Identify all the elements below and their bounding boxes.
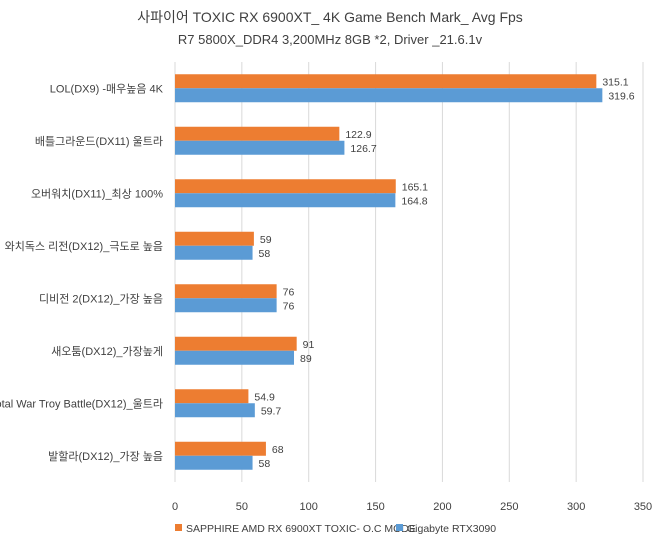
- category-label: 오버워치(DX11)_최상 100%: [31, 187, 163, 200]
- category-label: 와치독스 리전(DX12)_극도로 높음: [5, 240, 163, 253]
- bar-series-0: [175, 336, 297, 351]
- bar-series-1: [175, 140, 345, 155]
- bar-series-1: [175, 88, 603, 103]
- x-tick-label: 250: [500, 501, 518, 513]
- x-tick-label: 50: [236, 501, 248, 513]
- x-tick-label: 0: [172, 501, 178, 513]
- bar-series-1: [175, 403, 255, 418]
- bar-series-0: [175, 389, 249, 404]
- data-label: 54.9: [254, 391, 275, 403]
- data-label: 91: [303, 339, 315, 351]
- category-label: 새오툼(DX12)_가장높게: [51, 345, 163, 358]
- bars: [175, 74, 603, 470]
- category-label: LOL(DX9) -매우높음 4K: [50, 82, 164, 95]
- data-label: 89: [300, 353, 312, 365]
- category-label: Total War Troy Battle(DX12)_울트라: [0, 397, 163, 410]
- bar-series-0: [175, 126, 340, 141]
- bar-series-1: [175, 193, 396, 208]
- x-tick-label: 150: [366, 501, 384, 513]
- bar-series-0: [175, 179, 396, 194]
- data-label: 315.1: [602, 76, 628, 88]
- x-tick-label: 300: [567, 501, 585, 513]
- data-label: 165.1: [402, 181, 428, 193]
- data-label: 59: [260, 234, 272, 246]
- gridlines: [174, 62, 644, 482]
- bar-series-0: [175, 231, 254, 246]
- x-tick-label: 100: [300, 501, 318, 513]
- bar-series-0: [175, 441, 266, 456]
- bar-series-1: [175, 298, 277, 313]
- category-label: 발할라(DX12)_가장 높음: [48, 450, 163, 463]
- legend-swatch: [396, 524, 403, 531]
- data-label: 68: [272, 444, 284, 456]
- bar-series-0: [175, 284, 277, 299]
- bar-series-1: [175, 350, 295, 365]
- bar-series-0: [175, 74, 597, 89]
- data-label: 319.6: [608, 90, 634, 102]
- data-label: 126.7: [350, 143, 376, 155]
- bar-series-1: [175, 245, 253, 260]
- data-label: 164.8: [401, 195, 427, 207]
- data-labels: 315.1 319.6 122.9 126.7 165.1 164.8 59 58 76 76 91…: [254, 76, 634, 470]
- legend-swatch: [175, 524, 182, 531]
- category-label: 디비전 2(DX12)_가장 높음: [39, 292, 163, 305]
- data-label: 122.9: [345, 129, 371, 141]
- data-label: 59.7: [261, 405, 282, 417]
- data-label: 58: [259, 248, 271, 260]
- x-tick-label: 200: [433, 501, 451, 513]
- data-label: 76: [283, 286, 295, 298]
- legend-label: SAPPHIRE AMD RX 6900XT TOXIC- O.C MODE: [186, 523, 416, 535]
- legend: SAPPHIRE AMD RX 6900XT TOXIC- O.C MODEGi…: [175, 523, 496, 535]
- data-label: 76: [283, 300, 295, 312]
- x-tick-label: 350: [634, 501, 652, 513]
- category-label: 배틀그라운드(DX11) 울트라: [35, 135, 163, 148]
- chart-title: 사파이어 TOXIC RX 6900XT_ 4K Game Bench Mark…: [137, 9, 523, 25]
- bar-series-1: [175, 455, 253, 470]
- data-label: 58: [259, 458, 271, 470]
- legend-label: Gigabyte RTX3090: [407, 523, 496, 535]
- x-axis-ticks: 0 50 100 150 200 250 300 350: [172, 501, 652, 513]
- category-labels: LOL(DX9) -매우높음 4K 배틀그라운드(DX11) 울트라오버워치(DX…: [0, 82, 164, 463]
- chart-subtitle: R7 5800X_DDR4 3,200MHz 8GB *2, Driver _2…: [178, 32, 483, 47]
